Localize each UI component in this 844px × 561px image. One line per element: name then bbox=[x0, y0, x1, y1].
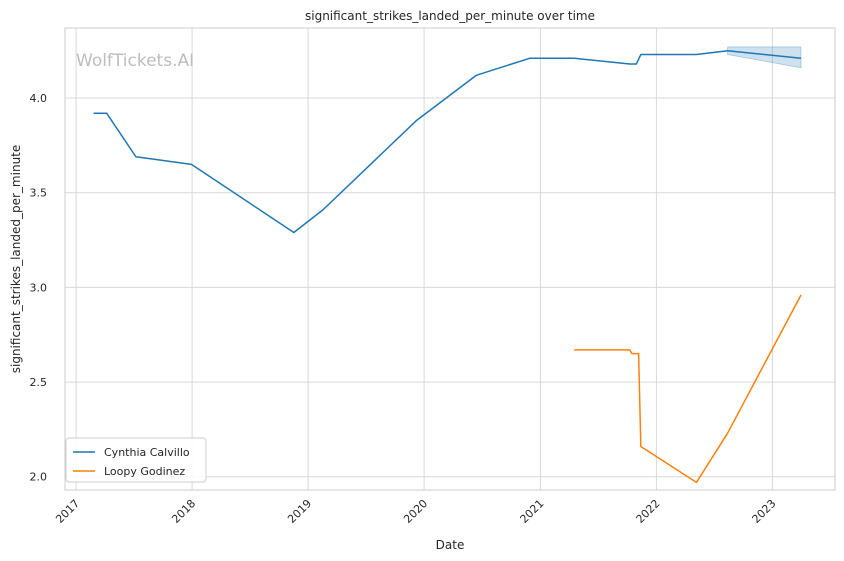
chart-title: significant_strikes_landed_per_minute ov… bbox=[305, 9, 595, 23]
series-0-line bbox=[93, 49, 802, 234]
x-axis-title: Date bbox=[436, 538, 465, 552]
y-tick-label: 3.0 bbox=[30, 281, 48, 294]
legend-label-1: Loopy Godinez bbox=[104, 465, 185, 478]
legend-label-0: Cynthia Calvillo bbox=[104, 446, 190, 459]
series-lines bbox=[93, 49, 802, 484]
y-tick-label: 2.0 bbox=[30, 471, 48, 484]
series-1-line bbox=[574, 294, 802, 484]
legend-box bbox=[65, 437, 207, 483]
plot-frame bbox=[64, 27, 836, 491]
y-axis-title: significant_strikes_landed_per_minute bbox=[9, 145, 23, 374]
watermark: WolfTickets.AI bbox=[76, 51, 194, 71]
y-tick-labels: 2.0 2.5 3.0 3.5 4.0 bbox=[30, 92, 48, 484]
y-tick-label: 3.5 bbox=[30, 187, 48, 200]
legend: Cynthia Calvillo Loopy Godinez bbox=[65, 437, 207, 483]
y-tick-label: 2.5 bbox=[30, 376, 48, 389]
y-tick-label: 4.0 bbox=[30, 92, 48, 105]
